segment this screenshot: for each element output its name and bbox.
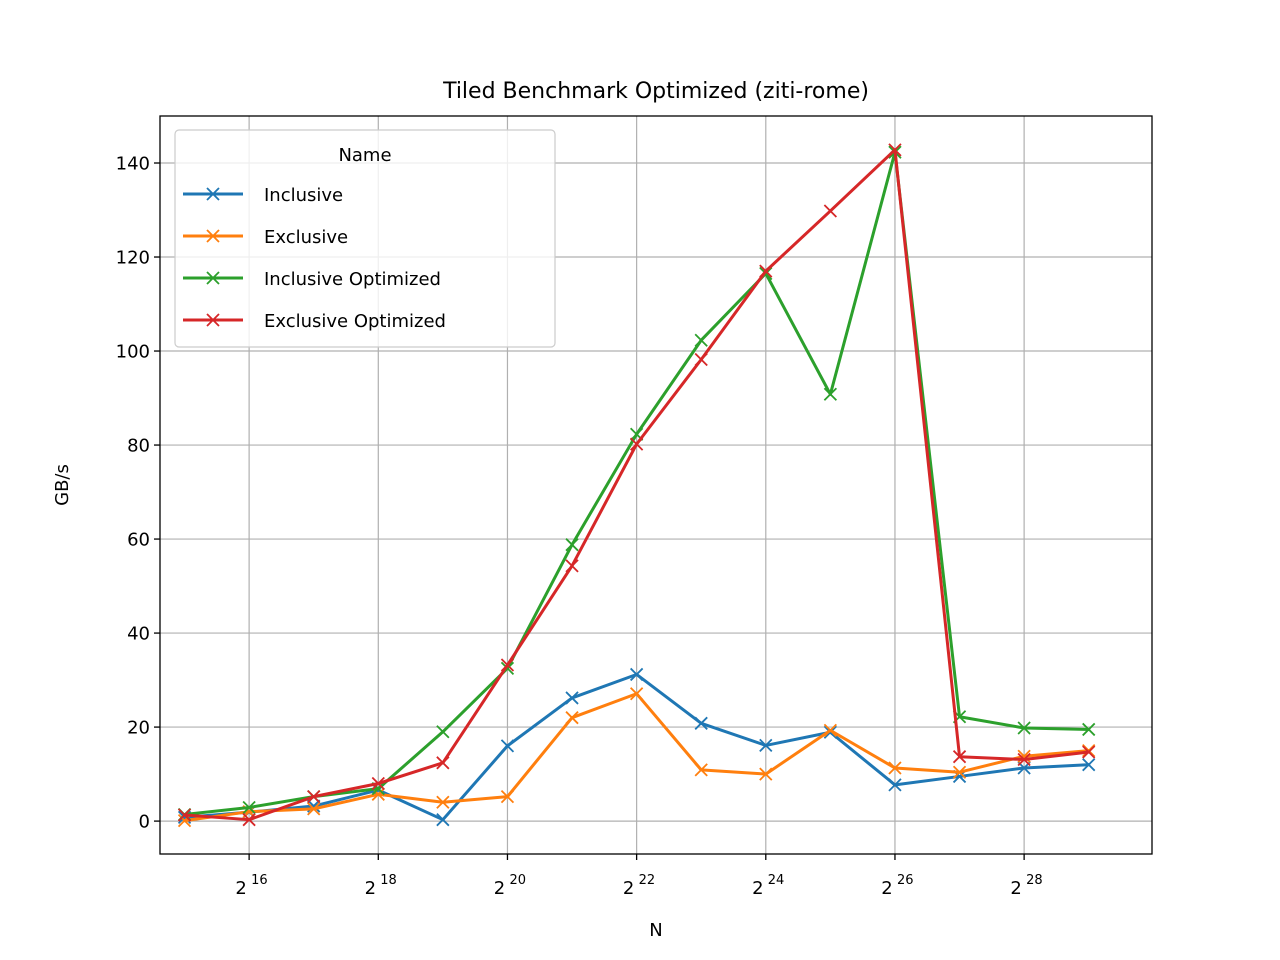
data-point: [242, 813, 256, 827]
x-axis-label: N: [649, 920, 662, 941]
data-point: [888, 761, 902, 775]
data-point: [436, 813, 450, 827]
data-point: [694, 716, 708, 730]
data-point: [371, 776, 385, 791]
data-point: [759, 264, 773, 278]
data-point: [565, 711, 579, 725]
data-point: [500, 790, 515, 804]
data-point: [436, 756, 450, 770]
x-tick-exponent: 18: [380, 873, 397, 888]
data-point: [629, 687, 644, 701]
data-point: [500, 658, 515, 672]
data-point: [1082, 722, 1096, 737]
legend-marker: [206, 313, 220, 327]
data-point: [823, 387, 838, 401]
legend-entry: Inclusive Optimized: [183, 269, 441, 290]
y-tick-label: 140: [116, 154, 150, 175]
data-point: [629, 437, 644, 451]
legend-entry: Exclusive Optimized: [183, 311, 446, 332]
legend-label: Exclusive Optimized: [264, 311, 446, 332]
legend-label: Exclusive: [264, 227, 348, 248]
series-group: [177, 143, 1096, 827]
data-point: [500, 739, 515, 753]
data-point: [823, 723, 838, 738]
data-point: [307, 802, 321, 816]
chart-title: Tiled Benchmark Optimized (ziti-rome): [442, 79, 869, 104]
data-point: [565, 559, 579, 573]
data-point: [823, 725, 838, 739]
x-tick-label: 2: [365, 878, 376, 899]
data-point: [307, 790, 321, 804]
data-point: [565, 538, 579, 552]
series-group: [177, 145, 1096, 822]
y-tick-label: 40: [127, 624, 150, 645]
data-point: [1082, 758, 1096, 772]
data-point: [177, 808, 192, 822]
data-point: [1082, 745, 1096, 759]
x-tick-exponent: 26: [897, 873, 914, 888]
x-tick-label: 2: [623, 878, 634, 899]
legend-items: Inclusive Exclusive Inclusive Optimized Exc…: [183, 185, 446, 332]
legend-label: Inclusive: [264, 185, 343, 206]
x-tick-label: 2: [235, 878, 246, 899]
x-tick-label: 2: [494, 878, 505, 899]
data-point: [759, 767, 773, 781]
y-tick-label: 80: [127, 436, 150, 457]
data-point: [952, 765, 967, 779]
data-point: [888, 778, 902, 792]
data-point: [436, 795, 450, 809]
x-tick-exponent: 20: [509, 873, 526, 888]
data-point: [759, 738, 773, 753]
x-tick-label: 2: [752, 878, 763, 899]
series-layer: [177, 143, 1096, 828]
y-tick-label: 120: [116, 248, 150, 269]
y-tick-label: 0: [139, 812, 150, 833]
x-tick-exponent: 16: [251, 873, 268, 888]
x-tick-label: 2: [881, 878, 892, 899]
data-point: [952, 750, 967, 764]
legend-marker: [206, 271, 220, 285]
legend-marker: [206, 229, 220, 243]
x-tick-exponent: 28: [1026, 873, 1043, 888]
legend-label: Inclusive Optimized: [264, 269, 441, 290]
data-point: [694, 333, 708, 347]
data-point: [823, 204, 838, 218]
y-tick-label: 100: [116, 342, 150, 363]
data-point: [1017, 721, 1031, 735]
data-point: [888, 143, 902, 157]
legend-marker: [206, 187, 220, 201]
data-point: [565, 691, 579, 705]
data-point: [694, 352, 708, 367]
legend: Name Inclusive Exclusive Inclusive Optimiz…: [174, 129, 556, 348]
data-point: [694, 763, 708, 777]
data-point: [1017, 752, 1031, 767]
data-point: [436, 725, 450, 739]
x-tick-exponent: 22: [639, 873, 656, 888]
plot-frame: [159, 115, 1153, 855]
y-tick-label: 60: [127, 530, 150, 551]
data-point: [629, 667, 644, 682]
y-axis-label: GB/s: [52, 464, 73, 506]
legend-box: [174, 129, 556, 348]
legend-title: Name: [338, 145, 391, 166]
x-tick-label: 2: [1010, 878, 1021, 899]
legend-entry: Exclusive: [183, 227, 348, 248]
y-tick-label: 20: [127, 718, 150, 739]
x-tick-exponent: 24: [768, 873, 785, 888]
legend-entry: Inclusive: [183, 185, 343, 206]
data-point: [242, 800, 256, 815]
